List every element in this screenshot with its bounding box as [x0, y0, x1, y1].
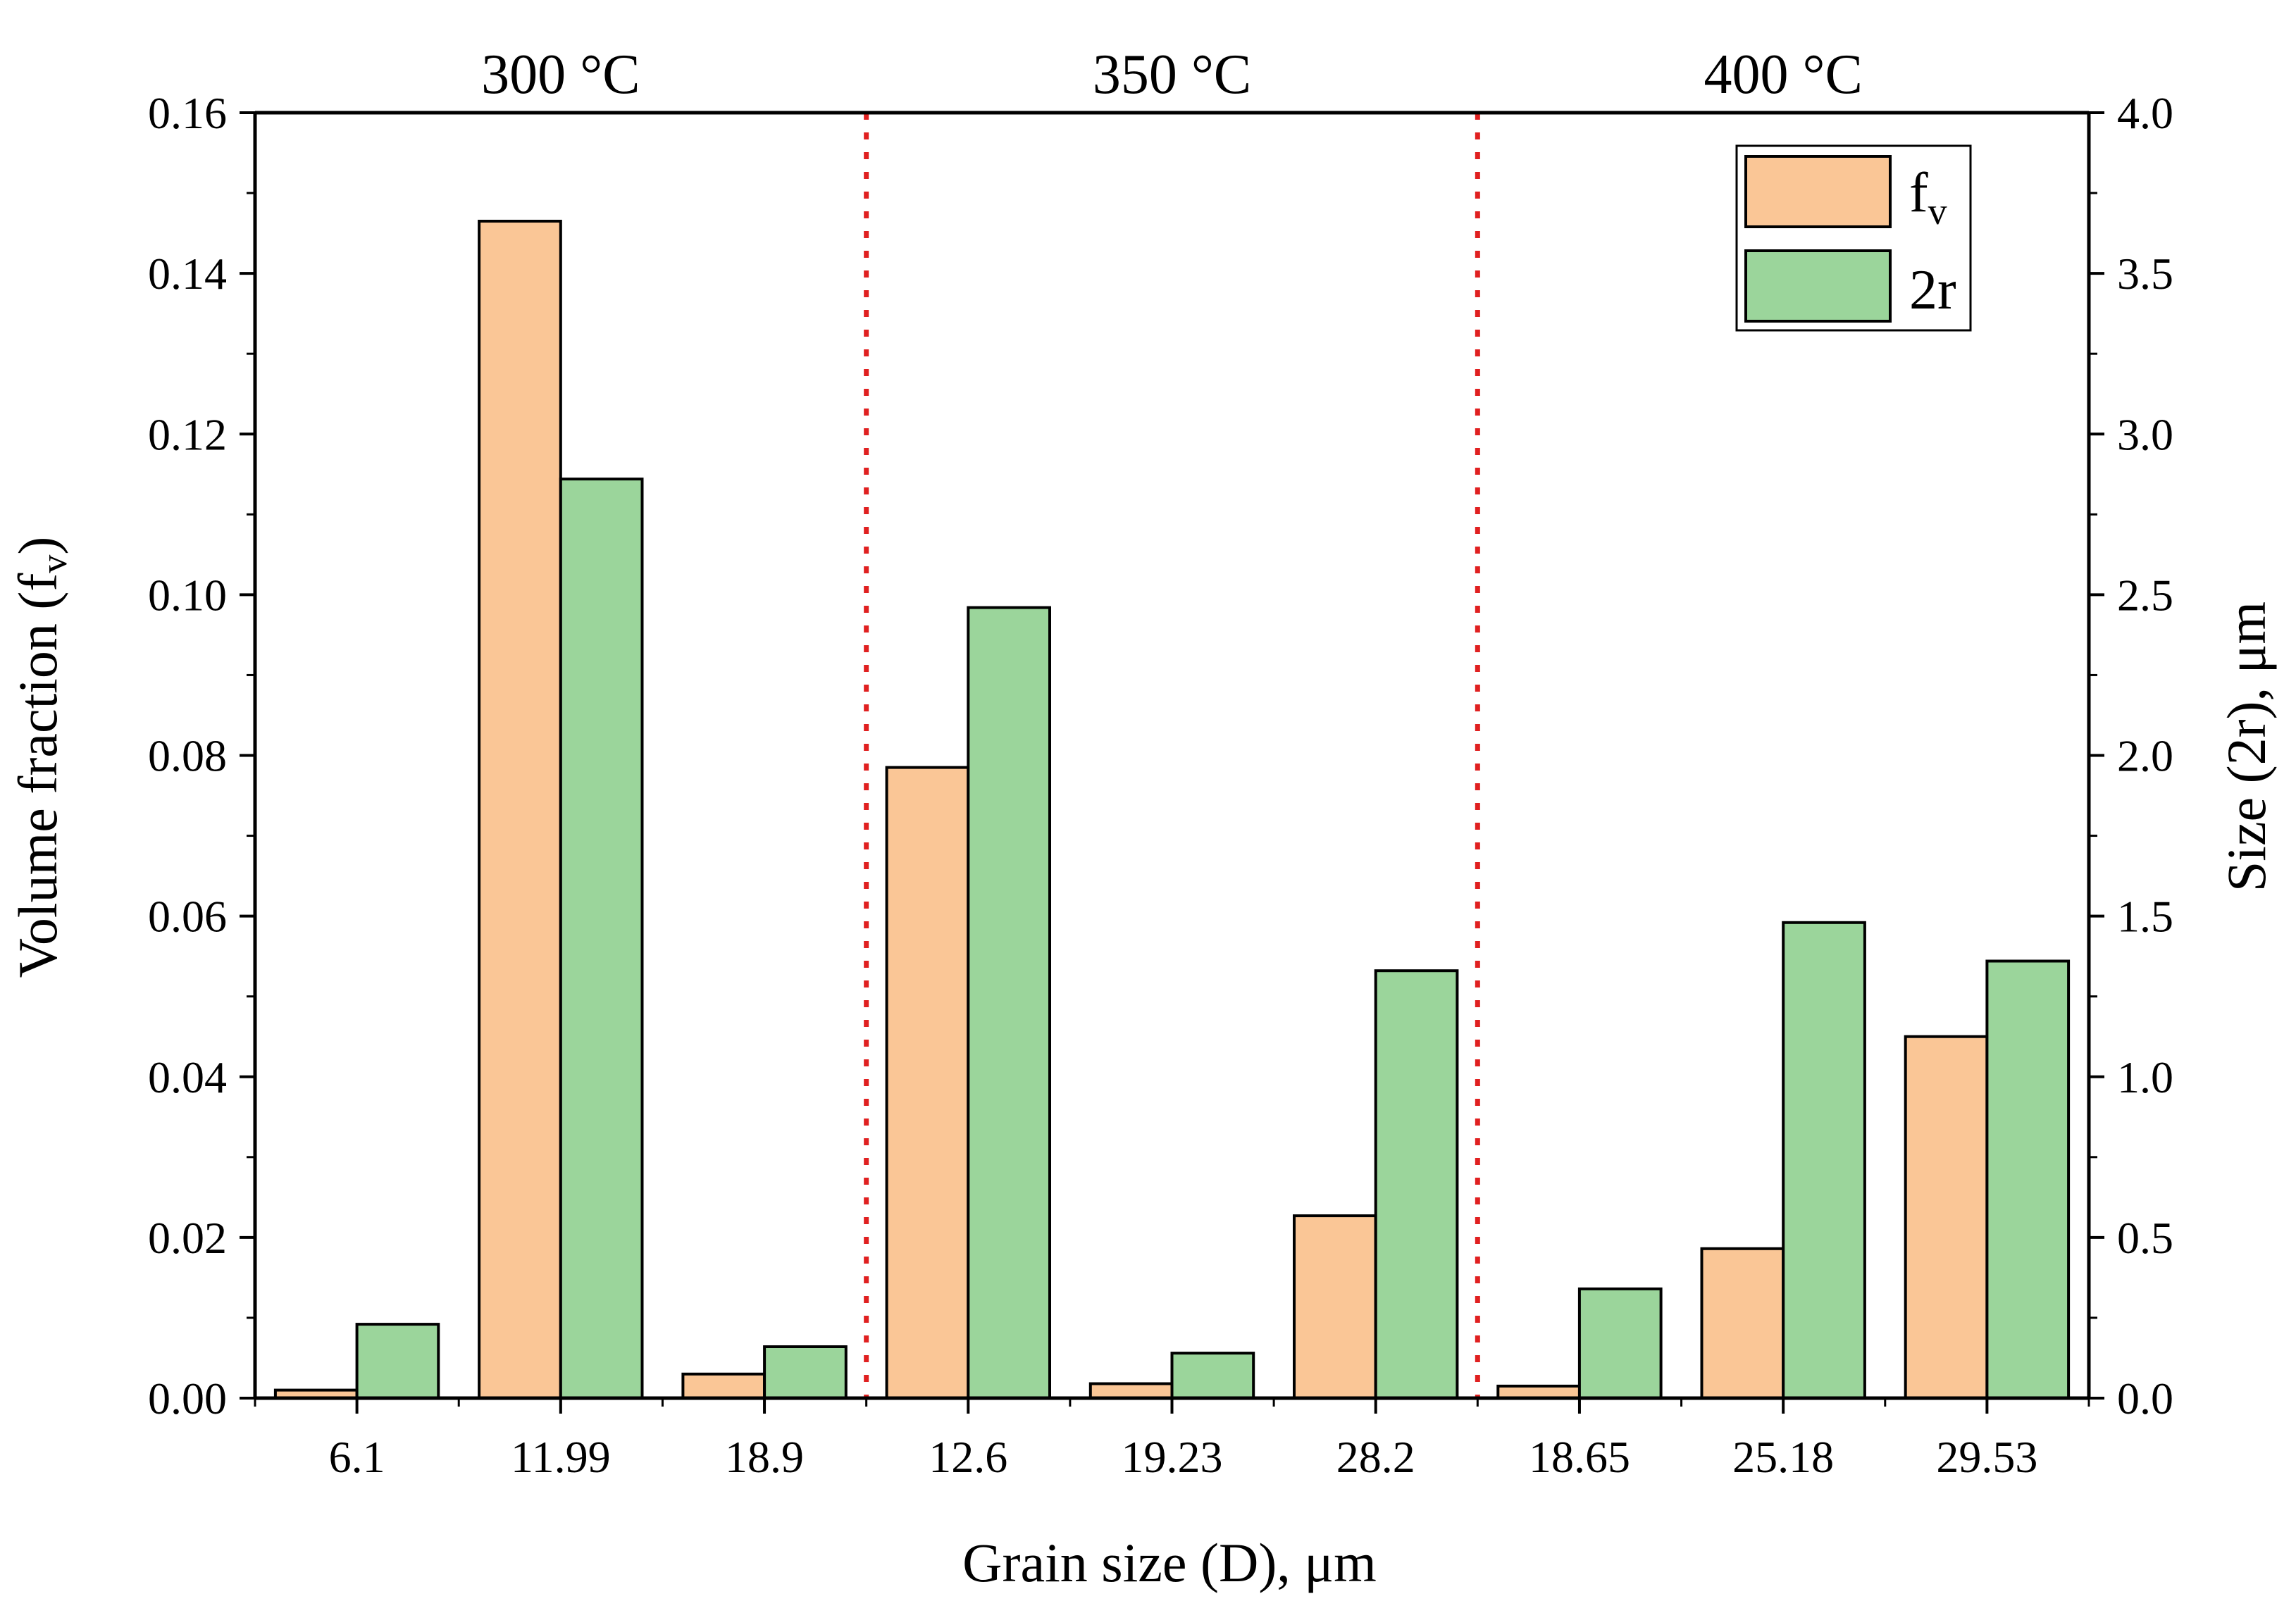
bar-2r-7 — [1782, 921, 1866, 1400]
y2-tick-label-8: 4.0 — [2117, 88, 2173, 138]
x-tick-label-3: 12.6 — [929, 1432, 1007, 1482]
y-tick-label-1: 0.02 — [148, 1213, 227, 1263]
x-tick-label-5: 28.2 — [1336, 1432, 1415, 1482]
y-tick-label-4: 0.08 — [148, 731, 227, 781]
y2-tick-label-5: 2.5 — [2117, 570, 2173, 620]
y2-tick-label-0: 0.0 — [2117, 1373, 2173, 1423]
y-tick-label-6: 0.12 — [148, 409, 227, 459]
y2-tick-label-7: 3.5 — [2117, 249, 2173, 299]
x-tick-label-6: 18.65 — [1529, 1432, 1630, 1482]
x-tick-label-1: 11.99 — [511, 1432, 611, 1482]
y-tick-label-3: 0.06 — [148, 892, 227, 942]
bar-2r-3 — [967, 606, 1052, 1400]
group-label-0: 300 °C — [481, 44, 640, 106]
ticks-layer: 0.00 0.02 0.04 0.06 0.08 0.10 0.12 0.14 0.16 0.0 0… — [148, 88, 2173, 1482]
bar-2r-2 — [763, 1345, 848, 1400]
x-tick-label-4: 19.23 — [1122, 1432, 1223, 1482]
separator-layer — [864, 113, 1480, 1398]
bar-2r-1 — [559, 478, 644, 1400]
legend: fv 2r — [1735, 144, 1972, 332]
bar-2r-0 — [355, 1323, 440, 1400]
y2-tick-label-2: 1.0 — [2117, 1052, 2173, 1102]
bar-2r-8 — [1985, 959, 2071, 1400]
legend-swatch-2r — [1744, 249, 1892, 323]
bar-2r-6 — [1577, 1287, 1663, 1400]
bar-2r-5 — [1374, 969, 1459, 1400]
bar-fv-6 — [1496, 1384, 1582, 1400]
bars-layer — [273, 220, 2071, 1400]
y-axis-title-main: Volume fraction (f — [7, 573, 68, 978]
y-tick-label-8: 0.16 — [148, 88, 227, 138]
y2-tick-label-1: 0.5 — [2117, 1213, 2173, 1263]
legend-label-fv-main: f — [1909, 162, 1928, 224]
bar-fv-7 — [1700, 1247, 1785, 1400]
x-tick-label-0: 6.1 — [329, 1432, 385, 1482]
legend-label-fv: fv — [1909, 162, 1947, 232]
group-label-2: 400 °C — [1704, 44, 1862, 106]
y2-axis-title: Size (2r), μm — [2216, 602, 2277, 892]
y-tick-label-2: 0.04 — [148, 1052, 227, 1102]
bar-fv-3 — [885, 766, 970, 1400]
y-tick-label-5: 0.10 — [148, 570, 227, 620]
y-axis-title: Volume fraction (fv) — [7, 537, 75, 978]
legend-swatch-fv — [1744, 155, 1892, 228]
bar-fv-1 — [478, 220, 562, 1400]
x-tick-label-7: 25.18 — [1732, 1432, 1834, 1482]
bar-fv-8 — [1904, 1035, 1989, 1400]
y-tick-label-7: 0.14 — [148, 249, 227, 299]
bar-fv-2 — [681, 1372, 767, 1400]
x-tick-label-2: 18.9 — [725, 1432, 804, 1482]
y-axis-title-end: ) — [7, 537, 68, 555]
y2-tick-label-4: 2.0 — [2117, 731, 2173, 781]
x-tick-label-8: 29.53 — [1936, 1432, 2037, 1482]
y-tick-label-0: 0.00 — [148, 1373, 227, 1423]
x-axis-title: Grain size (D), μm — [962, 1532, 1377, 1593]
group-labels: 300 °C 350 °C 400 °C — [481, 44, 1863, 106]
y2-tick-label-3: 1.5 — [2117, 892, 2173, 942]
legend-label-fv-subscript: v — [1928, 190, 1947, 232]
bar-2r-4 — [1170, 1352, 1255, 1400]
bar-fv-5 — [1293, 1214, 1377, 1400]
y-axis-title-subscript: v — [35, 555, 75, 573]
y2-tick-label-6: 3.0 — [2117, 409, 2173, 459]
legend-label-2r: 2r — [1909, 259, 1956, 321]
bar-fv-4 — [1088, 1382, 1174, 1400]
group-label-1: 350 °C — [1093, 44, 1251, 106]
